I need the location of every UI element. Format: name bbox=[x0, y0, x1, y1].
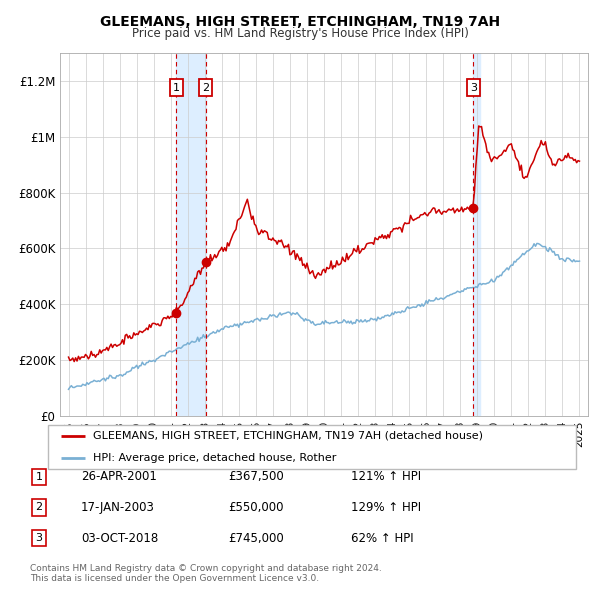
Text: 3: 3 bbox=[35, 533, 43, 543]
Text: 121% ↑ HPI: 121% ↑ HPI bbox=[351, 470, 421, 483]
Text: HPI: Average price, detached house, Rother: HPI: Average price, detached house, Roth… bbox=[93, 453, 336, 463]
Text: £550,000: £550,000 bbox=[228, 501, 284, 514]
Text: 03-OCT-2018: 03-OCT-2018 bbox=[81, 532, 158, 545]
Text: 129% ↑ HPI: 129% ↑ HPI bbox=[351, 501, 421, 514]
Text: £367,500: £367,500 bbox=[228, 470, 284, 483]
Text: 2: 2 bbox=[202, 83, 209, 93]
Text: Contains HM Land Registry data © Crown copyright and database right 2024.
This d: Contains HM Land Registry data © Crown c… bbox=[30, 563, 382, 583]
Text: 1: 1 bbox=[35, 472, 43, 481]
Text: Price paid vs. HM Land Registry's House Price Index (HPI): Price paid vs. HM Land Registry's House … bbox=[131, 27, 469, 40]
Text: £745,000: £745,000 bbox=[228, 532, 284, 545]
Text: 3: 3 bbox=[470, 83, 477, 93]
Text: 26-APR-2001: 26-APR-2001 bbox=[81, 470, 157, 483]
Text: 17-JAN-2003: 17-JAN-2003 bbox=[81, 501, 155, 514]
Text: GLEEMANS, HIGH STREET, ETCHINGHAM, TN19 7AH (detached house): GLEEMANS, HIGH STREET, ETCHINGHAM, TN19 … bbox=[93, 431, 483, 441]
Text: 62% ↑ HPI: 62% ↑ HPI bbox=[351, 532, 413, 545]
Text: GLEEMANS, HIGH STREET, ETCHINGHAM, TN19 7AH: GLEEMANS, HIGH STREET, ETCHINGHAM, TN19 … bbox=[100, 15, 500, 29]
Text: 2: 2 bbox=[35, 503, 43, 512]
FancyBboxPatch shape bbox=[48, 425, 576, 469]
Bar bbox=[176, 53, 206, 416]
Bar bbox=[473, 53, 480, 416]
Text: 1: 1 bbox=[173, 83, 179, 93]
